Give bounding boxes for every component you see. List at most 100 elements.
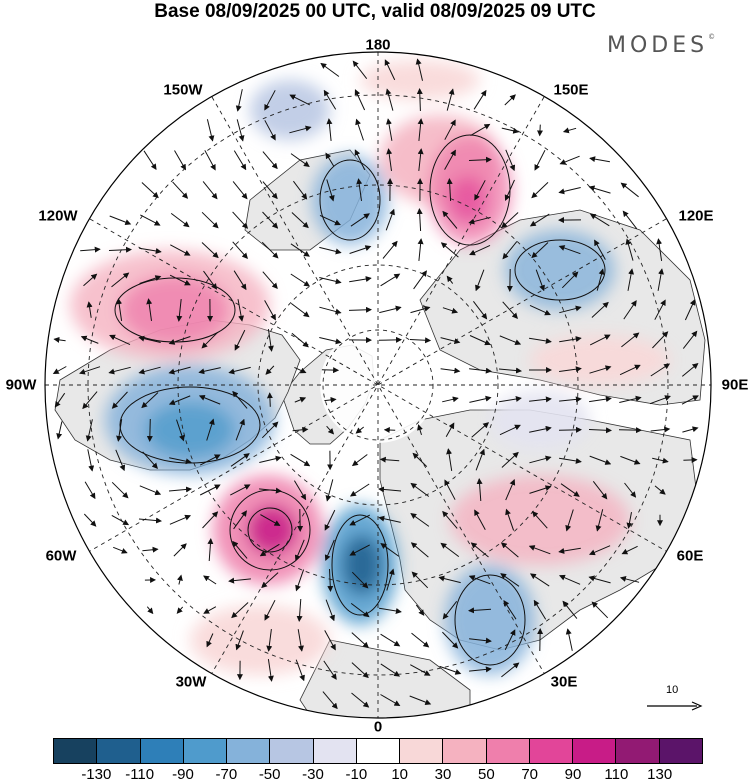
colorbar-segment xyxy=(400,739,444,763)
wind-arrow xyxy=(501,212,519,229)
wind-arrow xyxy=(232,181,248,200)
wind-arrow xyxy=(440,542,460,557)
wind-arrow xyxy=(386,118,393,141)
wind-arrow xyxy=(533,599,547,620)
colorbar-tick-label: 50 xyxy=(477,766,495,783)
wind-arrow xyxy=(499,396,522,403)
wind-arrow xyxy=(504,94,516,106)
wind-arrow xyxy=(379,456,400,463)
wind-arrow xyxy=(349,245,372,254)
wind-arrow xyxy=(417,148,424,171)
wind-arrow xyxy=(560,483,580,497)
wind-arrow xyxy=(349,483,370,497)
colorbar-segment xyxy=(54,739,98,763)
wind-arrow xyxy=(501,662,520,678)
wind-arrow xyxy=(474,180,486,201)
wind-arrow xyxy=(204,150,216,171)
wind-arrow xyxy=(56,421,63,440)
wind-arrow xyxy=(469,637,492,644)
colorbar-tick-label: -50 xyxy=(258,766,281,783)
wind-arrow xyxy=(684,299,696,321)
wind-arrow xyxy=(261,241,279,259)
wind-arrow xyxy=(500,573,520,587)
wind-arrow xyxy=(529,396,552,403)
wind-arrow xyxy=(264,300,276,321)
reference-vector-label: 10 xyxy=(666,684,679,696)
wind-arrow xyxy=(295,569,305,592)
lon-label-150e: 150E xyxy=(553,81,589,99)
wind-arrow xyxy=(235,418,245,441)
wind-arrow xyxy=(348,306,372,313)
colorbar-tick-label: -130 xyxy=(81,766,112,783)
wind-arrow xyxy=(596,268,605,291)
wind-arrow xyxy=(113,546,128,554)
wind-arrow xyxy=(382,240,398,259)
wind-arrow xyxy=(409,695,432,705)
wind-arrow xyxy=(233,510,247,530)
wind-arrow xyxy=(141,392,159,409)
wind-arrow xyxy=(498,367,522,374)
contour xyxy=(247,507,293,553)
wind-arrow xyxy=(262,151,278,170)
wind-arrow xyxy=(468,156,492,163)
pole-cap xyxy=(320,327,436,443)
wind-arrow xyxy=(351,692,370,708)
wind-arrow xyxy=(409,337,432,344)
anomaly-wave-blue xyxy=(312,155,388,245)
wind-arrow xyxy=(410,542,429,558)
wind-arrow xyxy=(290,243,310,257)
wind-arrow xyxy=(529,213,550,227)
wind-arrow xyxy=(558,187,581,195)
wind-arrow xyxy=(410,305,431,314)
wind-arrow xyxy=(324,509,336,531)
wind-arrow xyxy=(109,334,131,346)
wind-arrow xyxy=(591,601,609,619)
wind-arrow xyxy=(232,211,249,229)
wind-arrow xyxy=(529,304,551,316)
colorbar-segment xyxy=(529,739,574,763)
wind-arrow xyxy=(561,271,579,289)
colorbar xyxy=(53,738,703,764)
wind-arrow xyxy=(325,152,335,167)
wind-arrow xyxy=(354,149,366,171)
wind-arrow xyxy=(326,179,335,202)
wind-arrow xyxy=(386,568,395,591)
wind-arrow xyxy=(682,426,699,433)
wind-arrow xyxy=(265,365,275,375)
wind-arrow xyxy=(351,662,369,679)
wind-arrow xyxy=(289,125,312,134)
wind-arrow xyxy=(203,270,218,290)
colorbar-tick-label: 10 xyxy=(391,766,408,783)
wind-arrow xyxy=(207,538,214,562)
wind-arrow xyxy=(266,629,273,652)
wind-arrow xyxy=(168,366,191,375)
wind-arrow xyxy=(649,395,671,405)
wind-arrow xyxy=(139,275,162,284)
wind-arrow xyxy=(558,574,581,585)
wind-arrow xyxy=(350,213,370,227)
colorbar-segment xyxy=(183,739,228,763)
wind-arrow xyxy=(505,149,516,172)
wind-arrow xyxy=(354,89,366,111)
wind-arrow xyxy=(536,124,543,137)
wind-arrow xyxy=(529,455,552,464)
wind-arrow xyxy=(470,123,491,137)
wind-arrow xyxy=(416,208,423,232)
wind-arrow xyxy=(356,178,363,201)
wind-arrow xyxy=(650,363,671,377)
wind-arrow xyxy=(323,89,337,110)
wind-arrow xyxy=(292,180,308,200)
wind-arrow xyxy=(174,150,187,171)
wind-arrow xyxy=(532,511,548,529)
wind-arrow xyxy=(319,306,342,315)
wind-arrow xyxy=(591,301,609,318)
wind-arrow xyxy=(682,330,698,349)
wind-arrow xyxy=(228,577,251,584)
wind-arrow xyxy=(380,633,401,647)
wind-arrow xyxy=(170,244,191,256)
wind-arrow xyxy=(321,367,340,374)
wind-arrow xyxy=(351,454,368,467)
wind-arrow xyxy=(380,273,401,287)
wind-arrow xyxy=(232,241,248,259)
